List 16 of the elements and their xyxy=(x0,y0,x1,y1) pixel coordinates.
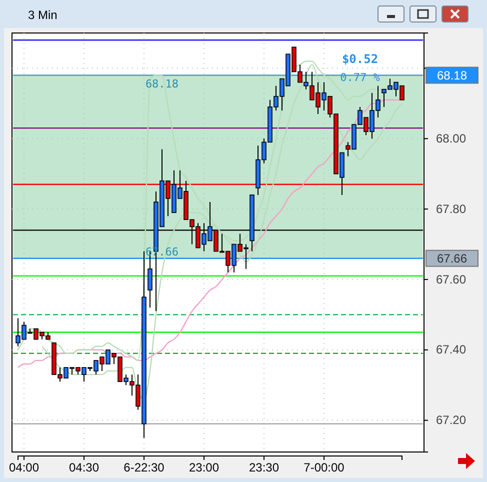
x-tick-label: 7-00:00 xyxy=(304,460,345,475)
chart-title: 3 Min xyxy=(28,8,58,22)
x-tick-label: 6-22:30 xyxy=(124,460,165,475)
x-tick-label: 04:00 xyxy=(8,460,40,475)
y-tick-label: 67.40 xyxy=(436,342,466,357)
y-tick-label: 67.20 xyxy=(436,413,466,428)
ref-line-label: 68.18 xyxy=(436,68,468,82)
y-tick-label: 68.00 xyxy=(436,131,466,146)
y-tick-label: 67.80 xyxy=(436,202,466,216)
y-tick-label: 67.60 xyxy=(436,272,466,286)
x-tick-label: 04:30 xyxy=(68,460,100,475)
ref-line-label: 67.66 xyxy=(436,251,468,266)
annotation: 68.18 xyxy=(145,77,179,90)
x-tick-label: 23:30 xyxy=(248,460,280,475)
annotation: $0.52 xyxy=(342,52,378,66)
x-tick-label: 23:00 xyxy=(188,460,220,475)
